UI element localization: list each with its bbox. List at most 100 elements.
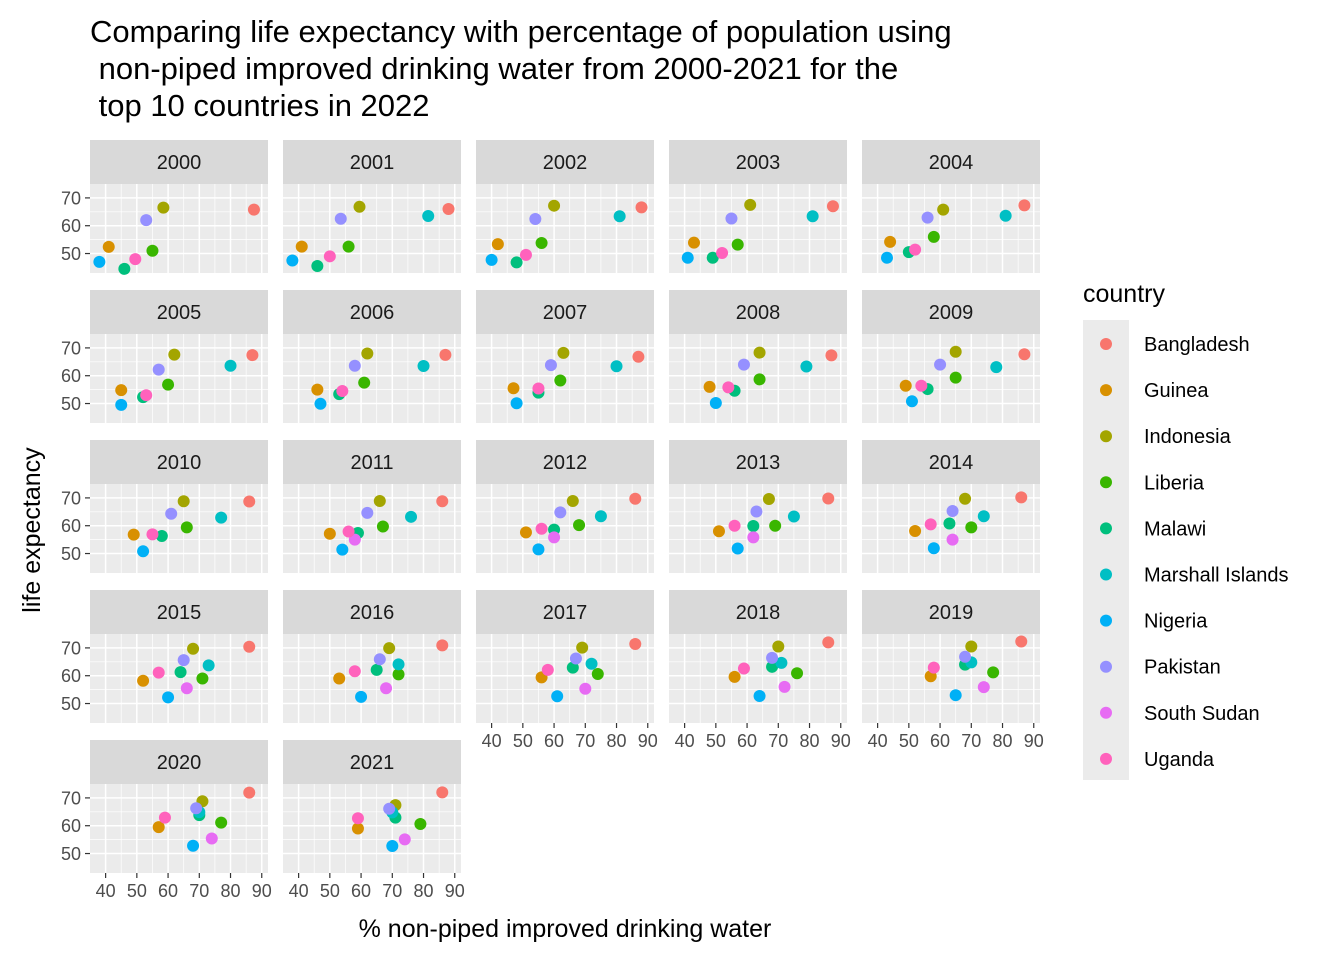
data-point-bangladesh [635,201,648,214]
data-point-pakistan [177,654,190,667]
data-point-pakistan [766,651,779,664]
legend-key-bangladesh [1100,338,1112,350]
data-point-liberia [769,519,782,532]
data-point-uganda [722,381,735,394]
x-tick-label: 40 [96,881,116,901]
data-point-pakistan [750,505,763,518]
facet-strip-label: 2001 [350,152,395,174]
facet-strip [862,590,1040,634]
facet-strip-label: 2002 [543,152,588,174]
data-point-liberia [392,668,405,681]
data-point-guinea [728,670,741,683]
data-point-uganda [737,662,750,675]
legend: country Bangladesh Guinea Indonesia Liberia… [1083,280,1289,780]
data-point-pakistan [165,507,178,520]
data-point-marshall-islands [775,656,788,669]
x-axis-title: % non-piped improved drinking water [359,915,772,943]
data-point-indonesia [353,200,366,213]
data-point-nigeria [93,255,106,268]
facet-strip-label: 2015 [157,602,202,624]
x-tick-label: 70 [961,731,981,751]
data-point-liberia [146,244,159,257]
data-point-bangladesh [629,638,642,651]
data-point-nigeria [681,251,694,264]
y-tick-label: 70 [61,638,81,658]
chart-title-line-2: non-piped improved drinking water from 2… [90,51,898,86]
data-point-south-sudan [180,682,193,695]
data-point-south-sudan [579,682,592,695]
data-point-pakistan [725,212,738,225]
data-point-guinea [351,822,364,835]
data-point-marshall-islands [417,359,430,372]
data-point-malawi [510,256,523,269]
data-point-liberia [591,668,604,681]
facet-panel-2003: 2003 [669,140,847,273]
x-tick-label: 80 [993,731,1013,751]
data-point-marshall-islands [610,360,623,373]
data-point-bangladesh [632,350,645,363]
data-point-guinea [519,526,532,539]
legend-label: South Sudan [1144,703,1260,725]
data-point-indonesia [168,348,181,361]
facet-strip-label: 2014 [929,452,974,474]
facet-strip [90,590,268,634]
panel-background [669,634,847,723]
panel-background [90,634,268,723]
y-tick-label: 50 [61,394,81,414]
data-point-nigeria [532,543,545,556]
legend-label: Liberia [1144,472,1205,494]
panel-background [283,334,461,423]
data-point-uganda [915,379,928,392]
data-point-marshall-islands [594,510,607,523]
y-tick-label: 60 [61,516,81,536]
data-point-uganda [716,246,729,259]
data-point-marshall-islands [422,209,435,222]
data-point-malawi [118,262,131,275]
data-point-pakistan [934,358,947,371]
data-point-nigeria [314,397,327,410]
data-point-south-sudan [946,533,959,546]
facet-strip [90,290,268,334]
data-point-guinea [102,240,115,253]
x-tick-label: 70 [768,731,788,751]
facet-strip-label: 2013 [736,452,781,474]
data-point-marshall-islands [405,510,418,523]
panel-background [283,184,461,273]
data-point-pakistan [529,213,542,226]
data-point-uganda [146,528,159,541]
legend-key-marshall-islands [1100,568,1112,581]
data-point-indonesia [373,494,386,507]
y-tick-label: 70 [61,488,81,508]
legend-key-background [1083,320,1129,780]
data-point-pakistan [373,653,386,666]
data-point-pakistan [921,211,934,224]
data-point-pakistan [361,506,374,519]
data-point-liberia [965,521,978,534]
data-point-liberia [949,371,962,384]
data-point-bangladesh [1015,635,1028,648]
data-point-marshall-islands [999,209,1012,222]
facet-panel-2012: 2012 [476,440,654,573]
legend-key-indonesia [1100,430,1112,443]
data-point-malawi [155,530,168,543]
data-point-liberia [554,374,567,387]
data-point-guinea [152,821,165,834]
data-point-bangladesh [1018,348,1031,361]
x-tick-label: 80 [221,881,241,901]
data-point-marshall-islands [392,658,405,671]
data-point-pakistan [348,359,361,372]
panel-background [862,634,1040,723]
facet-strip [283,440,461,484]
data-point-pakistan [737,358,750,371]
y-tick-label: 50 [61,694,81,714]
data-point-pakistan [946,504,959,517]
data-point-nigeria [137,545,150,558]
data-point-marshall-islands [787,510,800,523]
data-point-nigeria [709,396,722,409]
legend-label: Nigeria [1144,611,1208,633]
facet-strip [90,440,268,484]
data-point-liberia [215,816,228,829]
data-point-guinea [909,525,922,538]
x-tick-label: 80 [800,731,820,751]
data-point-nigeria [949,689,962,702]
